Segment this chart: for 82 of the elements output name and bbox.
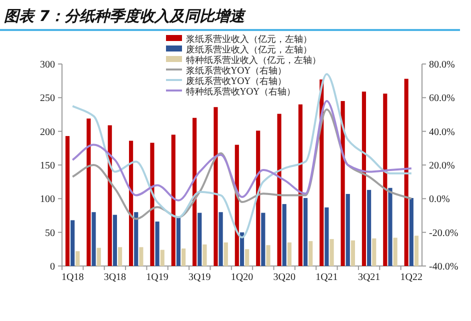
bar — [160, 250, 164, 266]
y2-tick-label: 40.0% — [429, 126, 455, 138]
bar — [86, 118, 91, 266]
bar — [414, 236, 419, 266]
bar — [383, 94, 388, 266]
legend-label: 浆纸系营收YOY（右轴） — [186, 66, 286, 76]
bar — [182, 248, 186, 266]
x-tick-label: 1Q20 — [230, 272, 254, 283]
y-tick-label: 300 — [40, 60, 55, 70]
y-tick-label: 0 — [50, 262, 55, 272]
bar — [256, 130, 260, 266]
bar — [192, 118, 197, 266]
y-tick-label: 200 — [40, 126, 55, 138]
bar — [340, 101, 345, 266]
line-series — [72, 100, 412, 202]
bar — [367, 190, 372, 266]
x-tick-label: 1Q19 — [146, 272, 168, 283]
x-tick-label: 1Q22 — [400, 272, 423, 283]
bar — [350, 240, 356, 266]
bar — [118, 247, 122, 266]
bar — [330, 239, 334, 266]
x-tick-label: 3Q21 — [358, 272, 380, 283]
bar — [65, 136, 70, 266]
bar — [198, 212, 202, 266]
bar — [240, 232, 244, 266]
y-tick-label: 250 — [40, 93, 55, 104]
y2-tick-label: 60.0% — [429, 93, 455, 104]
bar — [324, 207, 329, 266]
bar — [388, 188, 392, 266]
bar — [176, 218, 181, 266]
bar — [282, 204, 286, 266]
y-tick-label: 150 — [40, 160, 55, 172]
bar — [362, 92, 366, 266]
bar — [404, 78, 408, 266]
y2-tick-label: 80.0% — [429, 60, 455, 70]
bar — [218, 212, 223, 266]
bar — [112, 214, 117, 266]
y2-tick-label: 20.0% — [429, 160, 455, 172]
bar — [92, 212, 96, 266]
x-tick-label: 3Q18 — [104, 272, 126, 283]
x-tick-label: 1Q21 — [316, 272, 338, 283]
x-tick-label: 3Q19 — [188, 272, 211, 283]
y2-tick-label: 0.0% — [429, 194, 450, 206]
line-series — [72, 73, 412, 238]
bar — [139, 247, 144, 266]
bar — [287, 242, 292, 266]
bar — [393, 238, 398, 266]
legend-label: 废纸系营收YOY（右轴） — [186, 76, 286, 87]
bar — [155, 222, 160, 266]
bar — [128, 140, 134, 266]
bar — [76, 251, 80, 266]
bar — [171, 134, 176, 266]
bar — [277, 114, 282, 266]
y2-tick-label: -20.0% — [429, 228, 458, 239]
bar — [298, 104, 302, 266]
y-tick-label: 50 — [45, 228, 55, 239]
chart-title: 图表 7：分纸种季度收入及同比增速 — [4, 7, 247, 25]
bar — [108, 125, 112, 266]
bar — [346, 194, 350, 266]
bar — [303, 198, 308, 266]
legend-label: 特种纸系营收YOY（右轴） — [186, 86, 296, 98]
y2-tick-label: -40.0% — [429, 262, 458, 272]
bar — [245, 249, 250, 266]
bar — [409, 198, 414, 266]
legend-label: 浆纸系营业收入（亿元，左轴） — [186, 34, 312, 45]
bar — [134, 212, 138, 266]
x-tick-label: 1Q18 — [61, 272, 84, 283]
bar — [202, 244, 207, 266]
bar — [266, 245, 270, 266]
bar — [372, 238, 376, 266]
bar — [308, 241, 313, 266]
bar — [214, 107, 218, 266]
x-tick-label: 3Q20 — [273, 272, 296, 283]
bar — [224, 242, 228, 266]
legend-label: 特种纸系营业收入（亿元，左轴） — [186, 55, 321, 66]
line-series — [72, 108, 412, 220]
bar — [261, 212, 266, 266]
legend-label: 废纸系营业收入（亿元，左轴） — [186, 44, 312, 56]
y-tick-label: 100 — [40, 194, 55, 206]
bar — [96, 248, 101, 266]
bar — [70, 220, 75, 266]
bar — [150, 142, 154, 266]
